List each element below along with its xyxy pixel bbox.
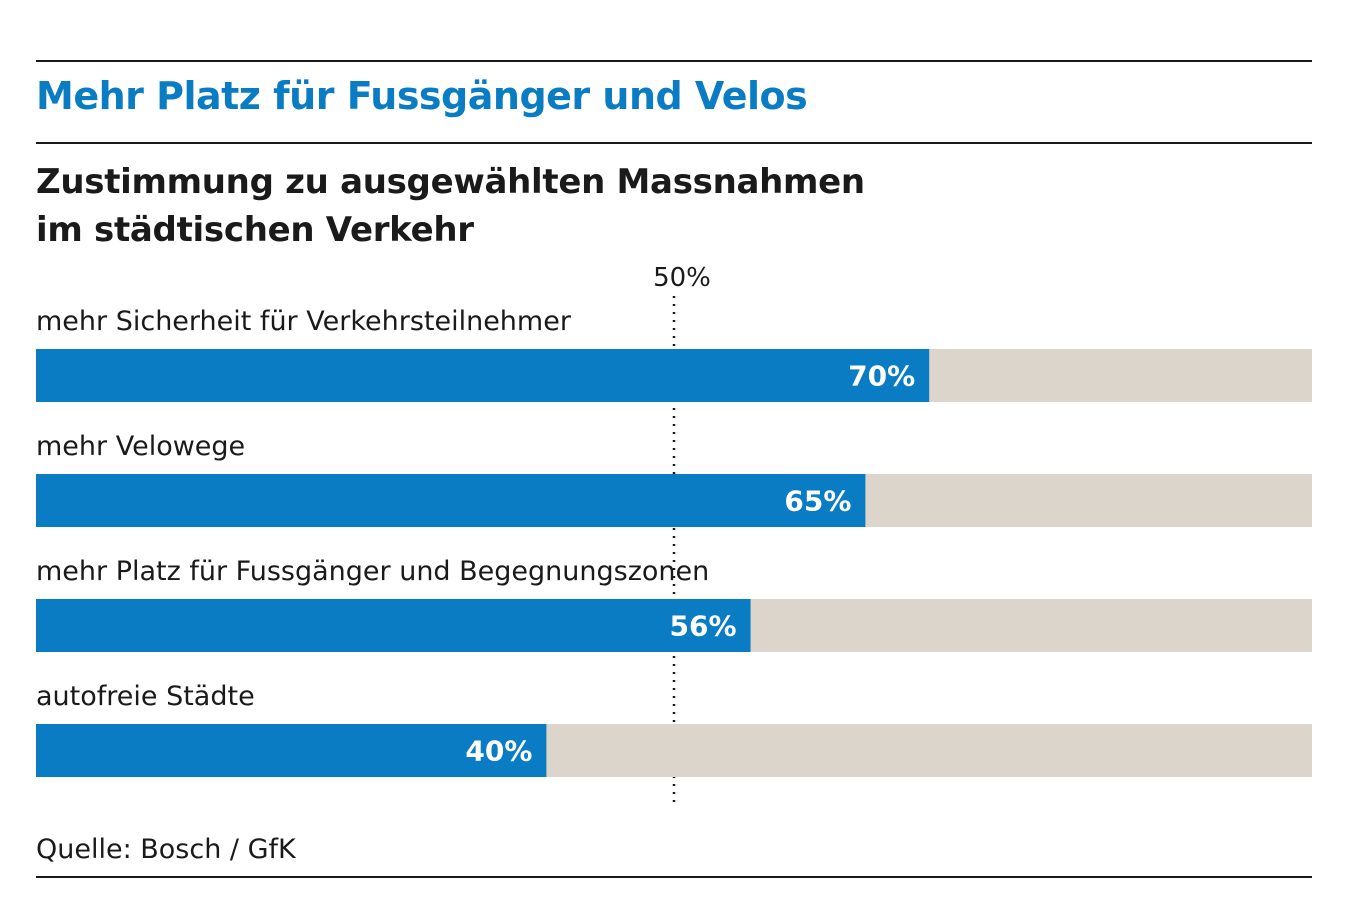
subtitle-line-1: Zustimmung zu ausgewählten Massnahmen (36, 162, 865, 202)
category-label: mehr Platz für Fussgänger und Begegnungs… (36, 556, 709, 587)
bar (36, 349, 930, 402)
bar (36, 724, 547, 777)
category-label: autofreie Städte (36, 681, 255, 712)
top-rule (36, 60, 1312, 62)
bar-value-label: 65% (784, 485, 851, 518)
bar (36, 599, 751, 652)
bar-value-label: 70% (848, 360, 915, 393)
bar-value-label: 56% (670, 610, 737, 643)
page-title: Mehr Platz für Fussgänger und Velos (36, 74, 808, 118)
bottom-rule (36, 876, 1312, 878)
category-label: mehr Velowege (36, 431, 245, 462)
reference-line-label: 50% (653, 263, 711, 293)
source-note: Quelle: Bosch / GfK (36, 834, 296, 865)
bar (36, 474, 866, 527)
title-divider (36, 142, 1312, 144)
bar-value-label: 40% (465, 735, 532, 768)
chart-subtitle: Zustimmung zu ausgewählten Massnahmen im … (36, 158, 936, 254)
category-label: mehr Sicherheit für Verkehrsteilnehmer (36, 306, 572, 337)
subtitle-line-2: im städtischen Verkehr (36, 210, 474, 250)
